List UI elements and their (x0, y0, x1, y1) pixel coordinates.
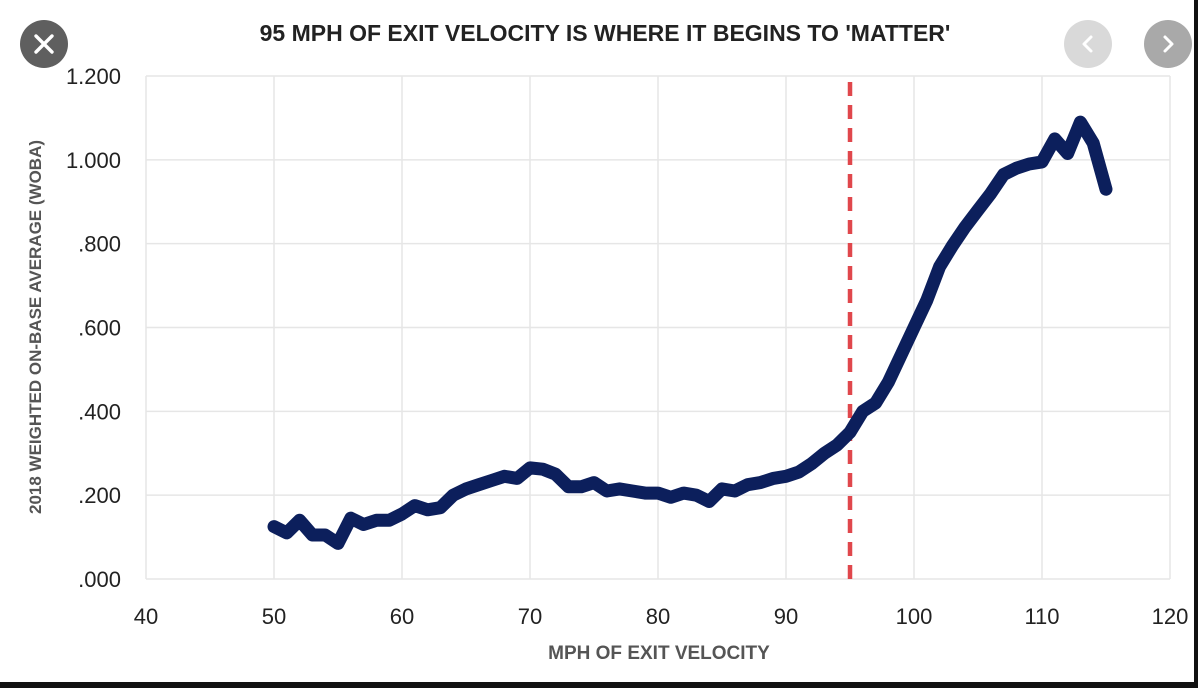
close-icon (34, 34, 54, 54)
x-tick-label: 110 (1024, 604, 1059, 629)
y-tick-label: .800 (78, 232, 121, 257)
close-button[interactable] (20, 20, 68, 68)
y-tick-labels: .000 .200 .400 .600 .800 1.000 1.200 (66, 64, 121, 592)
y-tick-label: .000 (78, 567, 121, 592)
x-tick-label: 50 (262, 604, 286, 629)
x-tick-labels: 40 50 60 70 80 90 100 110 120 (134, 604, 1189, 629)
x-tick-label: 60 (390, 604, 414, 629)
chevron-right-icon (1163, 35, 1174, 53)
previous-button[interactable] (1064, 20, 1112, 68)
x-tick-label: 120 (1152, 604, 1189, 629)
series-line-woba (267, 115, 1113, 550)
next-button[interactable] (1144, 20, 1192, 68)
grid (145, 75, 1171, 580)
chevron-left-icon (1082, 35, 1093, 53)
x-tick-label: 40 (134, 604, 158, 629)
x-tick-label: 90 (774, 604, 798, 629)
y-tick-label: 1.000 (66, 148, 121, 173)
y-tick-label: .400 (78, 399, 121, 424)
y-tick-label: .200 (78, 483, 121, 508)
x-tick-label: 70 (518, 604, 542, 629)
x-tick-label: 80 (646, 604, 670, 629)
chart-title: 95 MPH OF EXIT VELOCITY IS WHERE IT BEGI… (260, 20, 951, 46)
x-axis-label: MPH OF EXIT VELOCITY (548, 643, 770, 664)
y-axis-label: 2018 WEIGHTED ON-BASE AVERAGE (WOBA) (26, 140, 45, 514)
x-tick-label: 100 (896, 604, 933, 629)
y-tick-label: .600 (78, 316, 121, 341)
y-tick-label: 1.200 (66, 64, 121, 89)
